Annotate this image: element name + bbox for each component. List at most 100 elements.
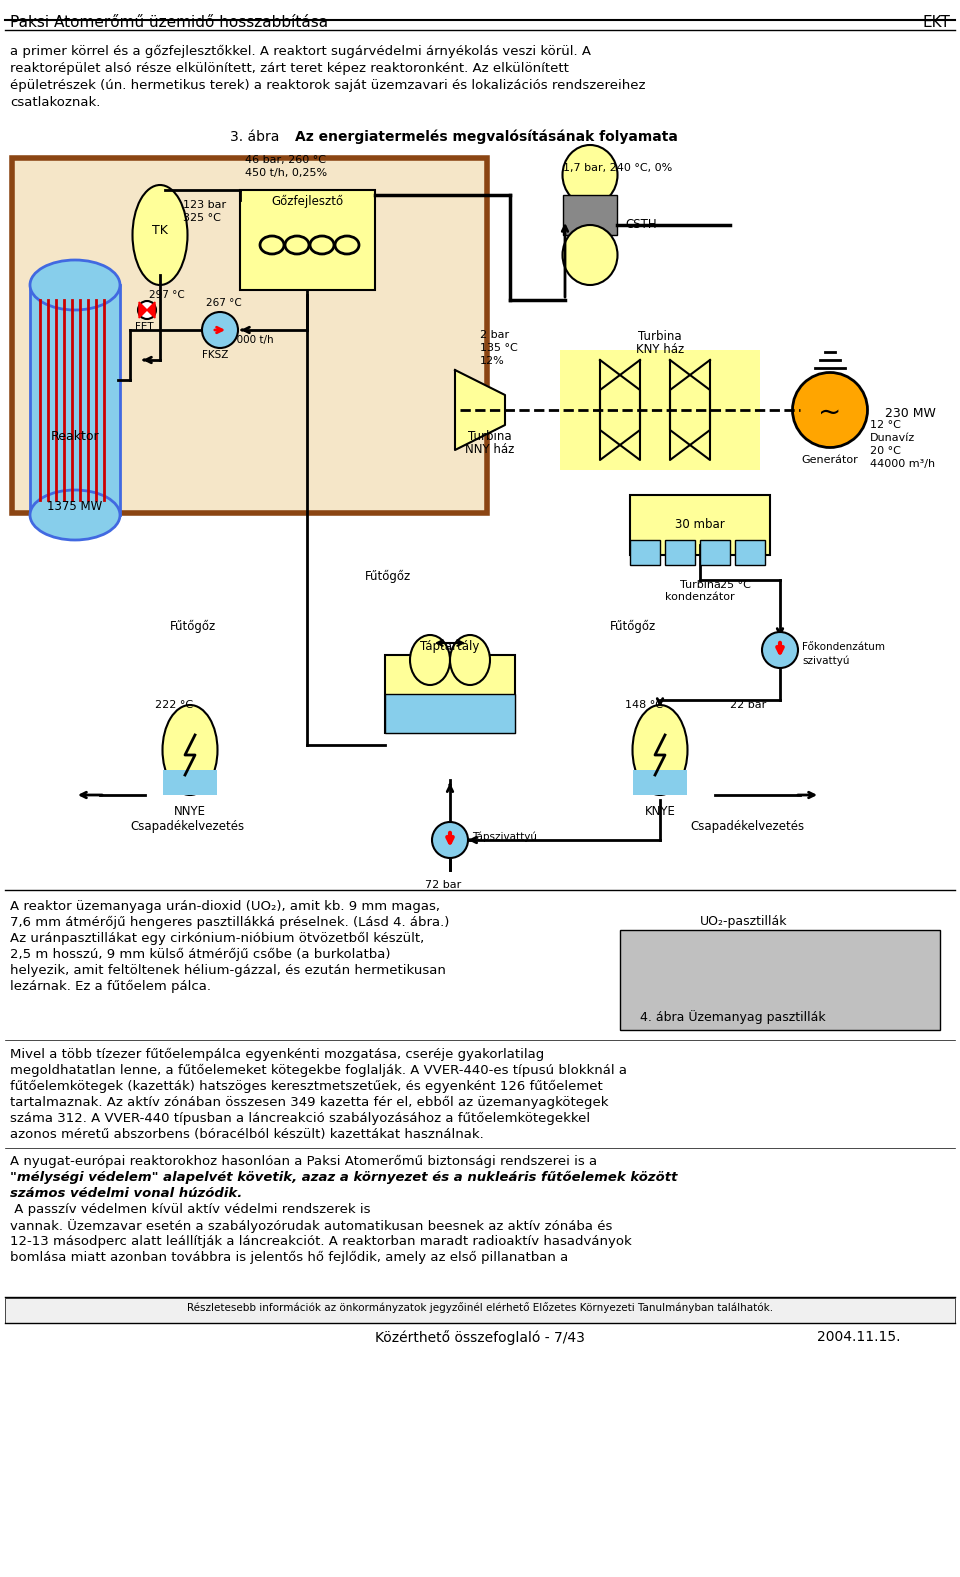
- Text: 7,6 mm átmérőjű hengeres pasztillákká préselnek. (Lásd 4. ábra.): 7,6 mm átmérőjű hengeres pasztillákká pr…: [10, 916, 449, 929]
- Text: 148 °C: 148 °C: [625, 700, 663, 710]
- Ellipse shape: [30, 490, 120, 539]
- Ellipse shape: [30, 260, 120, 311]
- Text: Az uránpasztillákat egy cirkónium-nióbium ötvözetből készült,: Az uránpasztillákat egy cirkónium-nióbiu…: [10, 932, 424, 945]
- Text: KNYE: KNYE: [644, 804, 676, 818]
- Text: Gőzfejlesztő: Gőzfejlesztő: [271, 196, 343, 208]
- Polygon shape: [139, 303, 155, 319]
- Text: A nyugat-európai reaktorokhoz hasonlóan a Paksi Atomerőmű biztonsági rendszerei : A nyugat-európai reaktorokhoz hasonlóan …: [10, 1154, 597, 1169]
- Text: 135 °C: 135 °C: [480, 344, 517, 353]
- Text: NNY ház: NNY ház: [466, 443, 515, 456]
- Text: "mélységi védelem" alapelvét követik, azaz a környezet és a nukleáris fűtőelemek: "mélységi védelem" alapelvét követik, az…: [10, 1172, 678, 1184]
- Bar: [30, 285, 120, 516]
- Text: CSTH: CSTH: [625, 219, 657, 232]
- Ellipse shape: [793, 372, 868, 448]
- Text: szivattyú: szivattyú: [802, 654, 850, 665]
- Text: Fűtőgőz: Fűtőgőz: [170, 620, 216, 632]
- Text: csatlakoznak.: csatlakoznak.: [10, 96, 101, 109]
- Bar: [12, 158, 487, 513]
- Text: NNYE: NNYE: [174, 804, 206, 818]
- Text: Mivel a több tízezer fűtőelempálca egyenkénti mozgatása, cseréje gyakorlatilag: Mivel a több tízezer fűtőelempálca egyen…: [10, 1049, 544, 1061]
- Text: Dunavíz: Dunavíz: [870, 434, 915, 443]
- Text: fűtőelemkötegek (kazetták) hatszöges keresztmetszetűek, és egyenként 126 fűtőele: fűtőelemkötegek (kazetták) hatszöges ker…: [10, 1080, 603, 1093]
- Text: Tápszivattyú: Tápszivattyú: [472, 833, 537, 842]
- Text: 12%: 12%: [480, 356, 505, 366]
- Text: 46 bar, 260 °C: 46 bar, 260 °C: [245, 155, 326, 166]
- Text: 123 bar: 123 bar: [183, 200, 227, 210]
- Text: bomlása miatt azonban továbbra is jelentős hő fejlődik, amely az első pillanatba: bomlása miatt azonban továbbra is jelent…: [10, 1251, 568, 1265]
- Text: reaktorépület alsó része elkülönített, zárt teret képez reaktoronként. Az elkülö: reaktorépület alsó része elkülönített, z…: [10, 62, 569, 76]
- Text: TK: TK: [152, 224, 168, 237]
- Text: 164 °C, 6 bar: 164 °C, 6 bar: [413, 721, 487, 730]
- Bar: [163, 770, 217, 795]
- Polygon shape: [600, 360, 640, 460]
- Text: száma 312. A VVER-440 típusban a láncreakció szabályozásához a fűtőelemkötegekke: száma 312. A VVER-440 típusban a láncrea…: [10, 1112, 590, 1124]
- Text: 2,5 m hosszú, 9 mm külső átmérőjű csőbe (a burkolatba): 2,5 m hosszú, 9 mm külső átmérőjű csőbe …: [10, 948, 391, 960]
- Ellipse shape: [450, 636, 490, 684]
- Text: Turbina: Turbina: [638, 330, 682, 344]
- Text: vannak. Üzemzavar esetén a szabályozórudak automatikusan beesnek az aktív zónába: vannak. Üzemzavar esetén a szabályozórud…: [10, 1219, 612, 1233]
- Text: Turbina: Turbina: [468, 431, 512, 443]
- Bar: [240, 189, 375, 290]
- Bar: [633, 770, 687, 795]
- Text: Csapadékelvezetés: Csapadékelvezetés: [130, 820, 244, 833]
- Ellipse shape: [138, 301, 156, 319]
- Text: 297 °C: 297 °C: [149, 290, 184, 300]
- Text: A passzív védelmen kívül aktív védelmi rendszerek is: A passzív védelmen kívül aktív védelmi r…: [10, 1203, 371, 1216]
- Text: 44000 m³/h: 44000 m³/h: [870, 459, 935, 468]
- Text: helyezik, amit feltöltenek hélium-gázzal, és ezután hermetikusan: helyezik, amit feltöltenek hélium-gázzal…: [10, 964, 445, 978]
- Text: FKSZ: FKSZ: [202, 350, 228, 360]
- Text: UO₂-pasztillák: UO₂-pasztillák: [700, 915, 787, 927]
- Text: 2 bar: 2 bar: [480, 330, 509, 341]
- Text: 7000 t/h: 7000 t/h: [230, 334, 274, 345]
- Text: Csapadékelvezetés: Csapadékelvezetés: [690, 820, 804, 833]
- Bar: [700, 539, 730, 565]
- Text: Fűtőgőz: Fűtőgőz: [610, 620, 657, 632]
- Ellipse shape: [410, 636, 450, 684]
- Text: Az energiatermelés megvalósításának folyamata: Az energiatermelés megvalósításának foly…: [295, 129, 678, 145]
- Ellipse shape: [132, 185, 187, 285]
- Ellipse shape: [432, 822, 468, 858]
- Bar: [630, 495, 770, 555]
- Ellipse shape: [633, 705, 687, 795]
- Text: 72 bar: 72 bar: [425, 880, 461, 889]
- Text: EKT: EKT: [923, 16, 950, 30]
- Text: 20 °C: 20 °C: [870, 446, 900, 456]
- Text: Generátor: Generátor: [802, 456, 858, 465]
- Polygon shape: [670, 360, 710, 460]
- Text: 30 mbar: 30 mbar: [675, 519, 725, 531]
- Text: 267 °C: 267 °C: [206, 298, 242, 308]
- Bar: [630, 539, 660, 565]
- Bar: [385, 654, 515, 733]
- Text: Főkondenzátum: Főkondenzátum: [802, 642, 885, 651]
- Text: 450 t/h, 0,25%: 450 t/h, 0,25%: [245, 169, 327, 178]
- Text: KNY ház: KNY ház: [636, 344, 684, 356]
- Text: tartalmaznak. Az aktív zónában összesen 349 kazetta fér el, ebből az üzemanyagkö: tartalmaznak. Az aktív zónában összesen …: [10, 1096, 609, 1109]
- Text: 1,7 bar, 240 °C, 0%: 1,7 bar, 240 °C, 0%: [563, 162, 672, 173]
- Text: Reaktor: Reaktor: [51, 431, 99, 443]
- Text: számos védelmi vonal húzódik.: számos védelmi vonal húzódik.: [10, 1187, 242, 1200]
- Text: megoldhatatlan lenne, a fűtőelemeket kötegekbe foglalják. A VVER-440-es típusú b: megoldhatatlan lenne, a fűtőelemeket köt…: [10, 1064, 627, 1077]
- Text: Táptartály: Táptartály: [420, 640, 480, 653]
- Ellipse shape: [563, 226, 617, 285]
- Bar: [563, 196, 617, 235]
- Ellipse shape: [202, 312, 238, 349]
- Text: 230 MW: 230 MW: [885, 407, 936, 419]
- Text: Paksi Atomerőmű üzemidő hosszabbítása: Paksi Atomerőmű üzemidő hosszabbítása: [10, 16, 328, 30]
- Text: Turbina
kondenzátor: Turbina kondenzátor: [665, 580, 734, 601]
- Ellipse shape: [762, 632, 798, 669]
- Text: 222 °C: 222 °C: [155, 700, 193, 710]
- Bar: [665, 539, 695, 565]
- Text: 3. ábra: 3. ábra: [230, 129, 279, 144]
- Text: 2004.11.15.: 2004.11.15.: [817, 1329, 900, 1344]
- Text: lezárnak. Ez a fűtőelem pálca.: lezárnak. Ez a fűtőelem pálca.: [10, 979, 211, 994]
- Ellipse shape: [563, 145, 617, 205]
- Text: 325 °C: 325 °C: [183, 213, 221, 222]
- Bar: [385, 694, 515, 733]
- Bar: [735, 539, 765, 565]
- Text: Fűtőgőz: Fűtőgőz: [365, 569, 411, 583]
- Polygon shape: [455, 371, 505, 449]
- Text: 22 bar: 22 bar: [730, 700, 766, 710]
- Text: Közérthető összefoglaló - 7/43: Közérthető összefoglaló - 7/43: [375, 1329, 585, 1345]
- Bar: [5, 1298, 955, 1323]
- Bar: [560, 350, 760, 470]
